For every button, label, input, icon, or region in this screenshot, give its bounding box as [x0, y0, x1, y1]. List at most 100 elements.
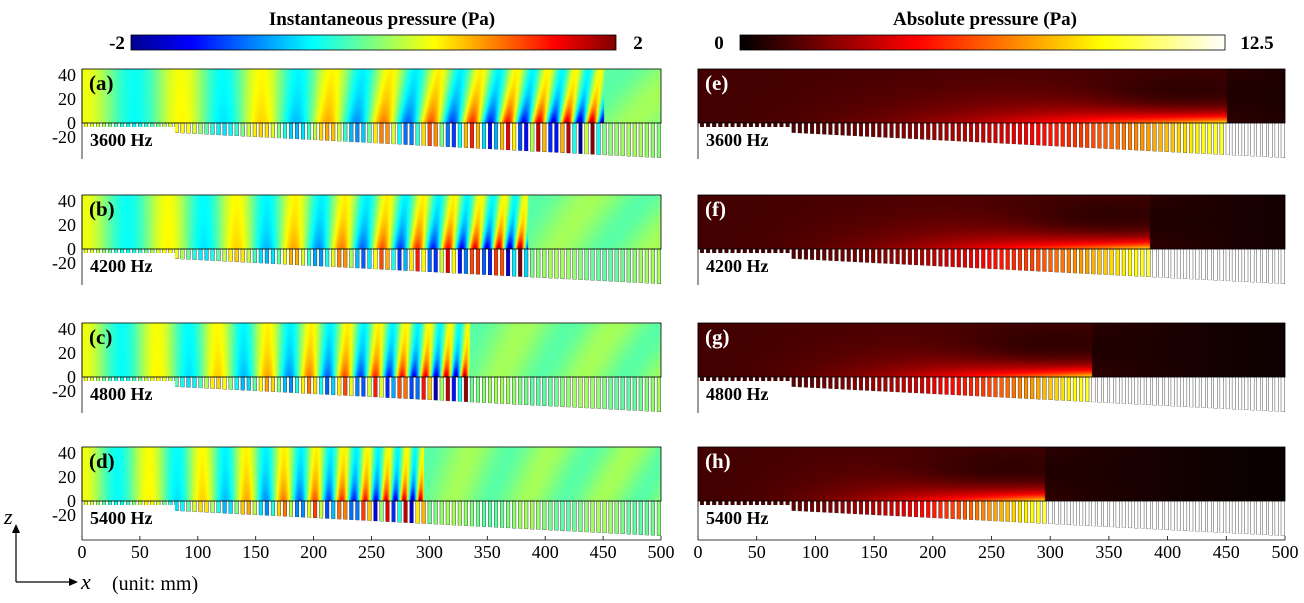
resonator-array [698, 376, 1285, 415]
resonator-slot [822, 248, 827, 261]
resonator-slot [913, 500, 919, 518]
resonator-slot [596, 500, 601, 533]
resonator-slot [1213, 248, 1218, 281]
resonator-slot [889, 500, 894, 517]
resonator-slot [1024, 500, 1029, 523]
resonator-slot [590, 376, 595, 409]
resonator-slot [907, 376, 912, 393]
resonator-slot [421, 122, 426, 146]
resonator-slot [1085, 122, 1090, 149]
resonator-slot [913, 248, 919, 266]
resonator-slot [895, 122, 900, 139]
resonator-slot [956, 122, 961, 142]
resonator-slot [1042, 500, 1047, 524]
resonator-slot [536, 122, 541, 152]
z-tick-label: 20 [58, 467, 76, 487]
resonator-slot [858, 376, 863, 391]
resonator-slot [228, 500, 233, 514]
resonator-slot [968, 122, 974, 143]
resonator-slot [361, 376, 366, 397]
resonator-slot [999, 500, 1004, 522]
resonator-slot [1207, 122, 1212, 155]
resonator-slot [445, 500, 450, 526]
resonator-slot [439, 248, 444, 273]
resonator-slot [1238, 248, 1243, 282]
resonator-slot [397, 500, 402, 523]
resonator-slot [186, 500, 191, 512]
resonator-slot [180, 500, 185, 512]
resonator-slot [421, 500, 426, 524]
resonator-slot [877, 500, 882, 516]
resonator-slot [1079, 376, 1084, 402]
resonator-slot [530, 500, 535, 530]
resonator-slot [1091, 500, 1096, 527]
resonator-slot [246, 376, 251, 391]
resonator-slot [614, 248, 619, 282]
resonator-slot [355, 248, 360, 269]
resonator-slot [186, 248, 191, 260]
resonator-slot [198, 122, 203, 135]
resonator-slot [475, 376, 480, 403]
resonator-slot [554, 248, 559, 279]
panel-label: (b) [89, 197, 115, 221]
resonator-slot [932, 248, 937, 267]
resonator-slot [204, 122, 209, 135]
resonator-slot [282, 376, 287, 393]
resonator-slot [518, 248, 523, 277]
resonator-slot [846, 248, 851, 262]
resonator-slot [542, 500, 547, 531]
resonator-slot [252, 376, 257, 392]
resonator-slot [614, 376, 619, 410]
colorbar-title-absolute: Absolute pressure (Pa) [893, 9, 1077, 30]
resonator-slot [222, 500, 227, 514]
resonator-slot [319, 248, 324, 267]
resonator-slot [865, 500, 870, 515]
resonator-slot [174, 248, 179, 260]
resonator-slot [252, 500, 257, 516]
resonator-slot [1036, 122, 1041, 146]
resonator-slot [596, 122, 601, 155]
x-tick-label: 0 [694, 542, 703, 562]
resonator-slot [469, 122, 474, 149]
resonator-slot [950, 248, 955, 268]
frequency-label-bg [699, 381, 791, 405]
resonator-slot [858, 500, 863, 515]
panel-label: (h) [705, 449, 731, 473]
resonator-slot [349, 122, 354, 143]
resonator-slot [578, 500, 583, 532]
resonator-slot [1109, 248, 1114, 276]
resonator-slot [307, 248, 312, 266]
resonator-slot [276, 376, 281, 393]
resonator-slot [1030, 248, 1035, 272]
resonator-slot [920, 500, 925, 518]
resonator-slot [180, 122, 185, 134]
resonator-slot [1170, 248, 1175, 279]
resonator-slot [270, 500, 275, 517]
resonator-slot [180, 376, 185, 388]
resonator-slot [1060, 376, 1065, 401]
resonator-slot [975, 248, 980, 269]
resonator-slot [913, 122, 919, 140]
resonator-slot [950, 500, 955, 520]
resonator-slot [852, 248, 857, 263]
resonator-slot [295, 248, 300, 266]
resonator-slot [186, 122, 191, 134]
resonator-slot [1213, 500, 1218, 533]
panel-a: 40 20 0-20 (a) 3600 Hz [52, 65, 662, 161]
resonator-slot [1048, 376, 1053, 401]
resonator-slot [204, 376, 209, 389]
colorbar-absolute: Absolute pressure (Pa) 0 12.5 [714, 9, 1273, 54]
resonator-slot [584, 376, 589, 409]
resonator-slot [1262, 248, 1267, 284]
resonator-slot [1109, 376, 1114, 404]
resonator-slot [524, 122, 529, 152]
resonator-slot [791, 248, 796, 260]
resonator-slot [500, 500, 505, 528]
resonator-slot [264, 376, 269, 392]
x-tick-label: 100 [184, 542, 211, 562]
resonator-slot [1121, 500, 1126, 528]
resonator-slot [463, 122, 468, 149]
resonator-slot [1225, 376, 1230, 410]
resonator-slot [439, 500, 444, 525]
resonator-slot [883, 248, 888, 264]
